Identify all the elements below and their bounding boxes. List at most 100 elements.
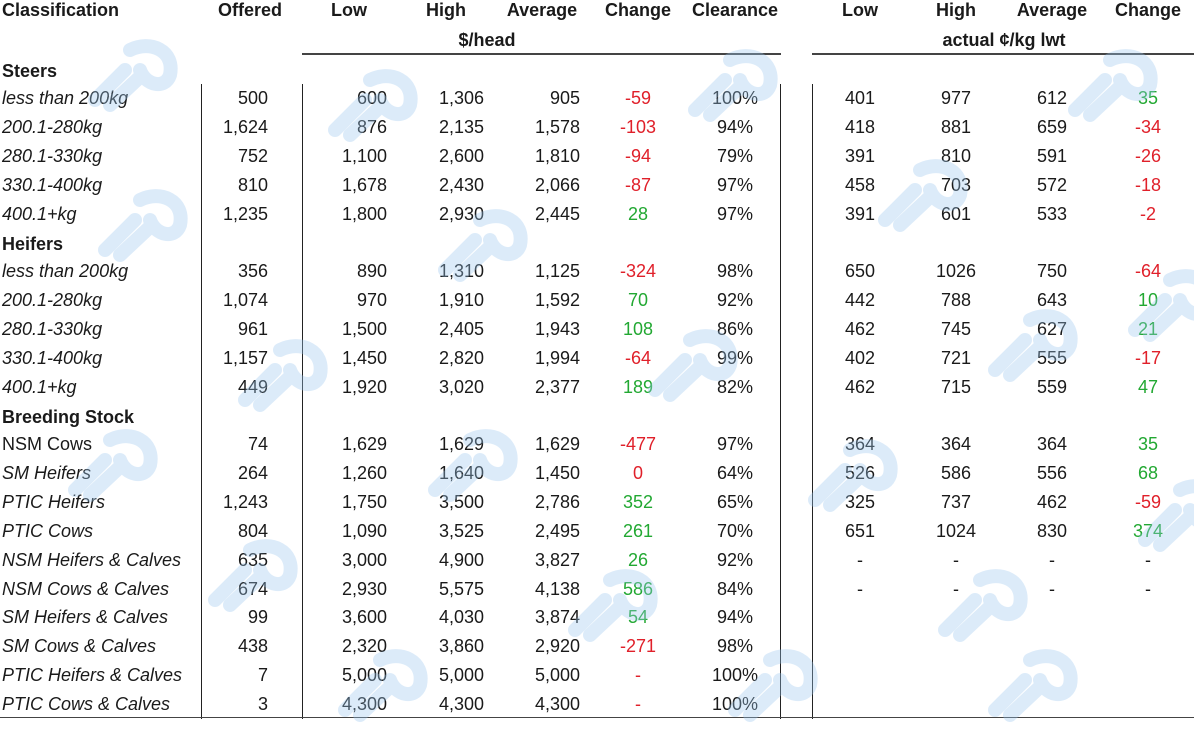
header-change-kg: Change (1114, 0, 1182, 20)
cell-low2: 418 (844, 116, 876, 137)
row-label: 200.1-280kg (2, 116, 103, 137)
cell-change: -64 (624, 347, 652, 368)
cell-high2: - (953, 578, 959, 599)
cell-change: -477 (619, 434, 657, 454)
cell-low: 970 (356, 289, 387, 310)
table-row: less than 200kg 500 600 1,306 905 -59 100% 401 9… (0, 84, 1194, 113)
cell-high: 4,900 (438, 549, 484, 570)
cell-change: -59 (624, 88, 652, 108)
cell-avg2: 627 (1036, 318, 1068, 339)
cell-low: 5,000 (341, 665, 387, 686)
cell-change: 70 (627, 289, 649, 310)
cell-clearance: 79% (716, 145, 754, 166)
cell-high2: 721 (940, 347, 972, 368)
cell-avg: 2,445 (534, 203, 580, 224)
cell-avg: 1,994 (534, 347, 580, 368)
cell-high2: 745 (940, 318, 972, 339)
section-title: Heifers (2, 234, 64, 254)
cell-avg: 1,578 (534, 116, 580, 137)
section-title: Breeding Stock (2, 407, 135, 427)
cell-low2: 391 (844, 203, 876, 224)
cell-clearance: 100% (711, 694, 759, 715)
cell-avg2: - (1049, 578, 1055, 599)
cell-high2: 1026 (935, 261, 977, 281)
cell-change: -324 (619, 261, 657, 281)
table-row: PTIC Cows & Calves 3 4,300 4,300 4,300 - 100% (0, 690, 1194, 719)
cell-high2: 715 (940, 376, 972, 397)
cell-avg: 3,874 (534, 607, 580, 628)
cell-low: 1,629 (341, 434, 387, 454)
cell-high: 2,405 (438, 318, 484, 339)
cell-offered: 7 (257, 665, 268, 686)
cell-change: 352 (622, 491, 654, 512)
cell-high: 2,930 (438, 203, 484, 224)
cell-avg: 1,125 (534, 261, 580, 281)
cell-high: 3,860 (438, 636, 484, 657)
cell-change: -271 (619, 636, 657, 657)
header-high: High (426, 0, 466, 20)
cell-offered: 449 (237, 376, 268, 397)
cell-low: 2,320 (341, 636, 387, 657)
cell-low: 1,500 (341, 318, 387, 339)
cell-avg: 3,827 (534, 549, 580, 570)
row-label: PTIC Heifers (2, 491, 106, 512)
cell-avg2: 559 (1036, 376, 1068, 397)
cell-high: 2,135 (438, 116, 484, 137)
cell-avg2: 659 (1036, 116, 1068, 137)
table-row: 280.1-330kg 961 1,500 2,405 1,943 108 86% 462 74… (0, 315, 1194, 344)
cell-change: 108 (622, 318, 654, 339)
cell-low2: - (857, 578, 863, 599)
cell-change2: -26 (1134, 145, 1162, 166)
row-label: 330.1-400kg (2, 347, 103, 368)
cell-low: 4,300 (341, 694, 387, 715)
row-label: 280.1-330kg (2, 145, 103, 166)
cell-high: 2,600 (438, 145, 484, 166)
cell-avg2: 612 (1036, 88, 1068, 108)
cell-change2: 35 (1137, 88, 1159, 108)
divider-kg (812, 84, 813, 719)
cell-offered: 804 (237, 520, 268, 541)
cell-low2: - (857, 549, 863, 570)
table-row: SM Cows & Calves 438 2,320 3,860 2,920 -271 98… (0, 632, 1194, 661)
table-row: 400.1+kg 1,235 1,800 2,930 2,445 28 97% 391 601 5… (0, 200, 1194, 229)
cell-change2: 10 (1137, 289, 1159, 310)
table-row: NSM Cows & Calves 674 2,930 5,575 4,138 586 84… (0, 575, 1194, 604)
row-label: SM Cows & Calves (2, 636, 157, 657)
cell-low2: 401 (844, 88, 876, 108)
header-average: Average (506, 0, 578, 20)
cell-low2: 442 (844, 289, 876, 310)
cell-high2: 601 (940, 203, 972, 224)
cell-offered: 752 (237, 145, 268, 166)
header-classification: Classification (2, 0, 120, 20)
cell-clearance: 100% (711, 665, 759, 686)
cell-low: 2,930 (341, 578, 387, 599)
cell-avg2: 830 (1036, 520, 1068, 541)
cell-change: -94 (624, 145, 652, 166)
table-row: 200.1-280kg 1,624 876 2,135 1,578 -103 94% 418 8… (0, 113, 1194, 142)
row-label: PTIC Cows & Calves (2, 694, 171, 715)
cell-change2: 47 (1137, 376, 1159, 397)
cell-offered: 500 (237, 88, 268, 108)
cell-clearance: 98% (716, 261, 754, 281)
cell-high: 3,020 (438, 376, 484, 397)
row-label: less than 200kg (2, 261, 129, 281)
cell-low: 3,000 (341, 549, 387, 570)
cell-clearance: 97% (716, 434, 754, 454)
cell-avg2: 555 (1036, 347, 1068, 368)
cell-low2: 462 (844, 376, 876, 397)
cell-avg2: 750 (1036, 261, 1068, 281)
cell-change2: -59 (1134, 491, 1162, 512)
table-row: NSM Cows 74 1,629 1,629 1,629 -477 97% 364 364 36… (0, 430, 1194, 459)
cell-offered: 810 (237, 174, 268, 195)
cell-low2: 402 (844, 347, 876, 368)
row-label: NSM Cows (2, 434, 93, 454)
cell-clearance: 65% (716, 491, 754, 512)
cell-offered: 1,624 (222, 116, 268, 137)
header-underline-head (302, 53, 781, 55)
cell-offered: 3 (257, 694, 268, 715)
cell-offered: 99 (247, 607, 268, 628)
cell-change2: 21 (1137, 318, 1159, 339)
cell-avg: 1,943 (534, 318, 580, 339)
cell-high: 2,430 (438, 174, 484, 195)
row-label: NSM Heifers & Calves (2, 549, 182, 570)
